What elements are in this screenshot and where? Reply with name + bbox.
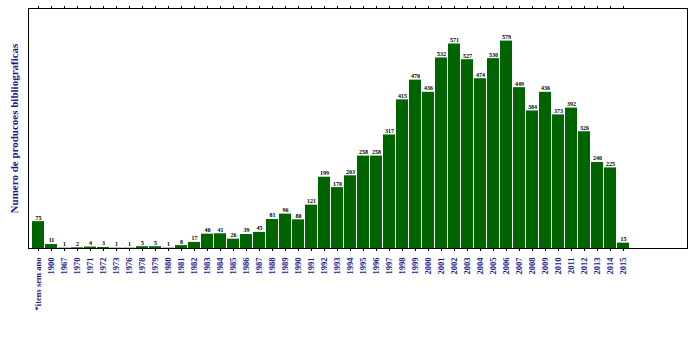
svg-text:75: 75 (36, 215, 42, 221)
svg-text:436: 436 (541, 85, 550, 91)
svg-text:41: 41 (218, 227, 224, 233)
svg-text:2000: 2000 (423, 258, 433, 275)
svg-text:1993: 1993 (332, 258, 342, 275)
svg-text:1: 1 (115, 241, 118, 247)
svg-text:449: 449 (515, 81, 524, 87)
svg-text:2007: 2007 (514, 257, 524, 275)
svg-text:2013: 2013 (592, 258, 602, 275)
svg-text:Numero de producoes bibliograf: Numero de producoes bibliograficas (8, 43, 20, 214)
svg-text:1988: 1988 (267, 258, 277, 275)
svg-text:1982: 1982 (189, 258, 199, 275)
svg-text:1972: 1972 (98, 258, 108, 275)
svg-text:1: 1 (128, 241, 131, 247)
svg-text:1986: 1986 (241, 258, 251, 275)
svg-text:1994: 1994 (345, 257, 355, 275)
svg-text:2008: 2008 (527, 258, 537, 275)
svg-text:415: 415 (398, 93, 407, 99)
svg-text:2001: 2001 (436, 258, 446, 275)
svg-text:5: 5 (154, 240, 157, 246)
svg-text:1973: 1973 (111, 258, 121, 275)
svg-text:2004: 2004 (475, 257, 485, 275)
svg-text:384: 384 (528, 104, 537, 110)
svg-text:2005: 2005 (488, 258, 498, 275)
svg-text:2015: 2015 (618, 258, 628, 275)
svg-text:81: 81 (270, 212, 276, 218)
svg-text:5: 5 (141, 240, 144, 246)
svg-text:45: 45 (257, 225, 263, 231)
svg-text:579: 579 (502, 34, 511, 40)
svg-text:40: 40 (205, 227, 211, 233)
svg-text:*itens sem ano: *itens sem ano (33, 258, 43, 311)
svg-text:1996: 1996 (371, 258, 381, 275)
svg-text:373: 373 (554, 108, 563, 114)
svg-text:1970: 1970 (72, 258, 82, 275)
svg-text:530: 530 (489, 52, 498, 58)
svg-text:2011: 2011 (566, 258, 576, 275)
svg-text:2014: 2014 (605, 257, 615, 275)
svg-text:80: 80 (296, 213, 302, 219)
svg-text:1997: 1997 (384, 257, 394, 275)
svg-text:1978: 1978 (137, 258, 147, 275)
svg-text:15: 15 (621, 236, 627, 242)
svg-text:532: 532 (437, 51, 446, 57)
svg-text:571: 571 (450, 37, 459, 43)
svg-text:8: 8 (180, 239, 183, 245)
svg-text:1: 1 (63, 241, 66, 247)
svg-text:170: 170 (333, 181, 342, 187)
svg-text:39: 39 (244, 227, 250, 233)
svg-text:26: 26 (231, 232, 237, 238)
svg-text:1900: 1900 (46, 258, 56, 275)
svg-text:1976: 1976 (124, 258, 134, 275)
svg-text:1991: 1991 (306, 258, 316, 275)
svg-text:4: 4 (89, 240, 92, 246)
svg-text:1971: 1971 (85, 258, 95, 275)
svg-text:1992: 1992 (319, 258, 329, 275)
svg-text:1989: 1989 (280, 258, 290, 275)
svg-text:470: 470 (411, 73, 420, 79)
svg-text:1998: 1998 (397, 258, 407, 275)
svg-text:1990: 1990 (293, 258, 303, 275)
svg-text:1985: 1985 (228, 258, 238, 275)
svg-text:317: 317 (385, 128, 394, 134)
svg-text:258: 258 (372, 149, 381, 155)
svg-text:1995: 1995 (358, 258, 368, 275)
svg-text:2012: 2012 (579, 258, 589, 275)
svg-text:326: 326 (580, 125, 589, 131)
svg-text:3: 3 (102, 240, 105, 246)
svg-text:2009: 2009 (540, 258, 550, 275)
svg-text:1979: 1979 (150, 258, 160, 275)
svg-text:17: 17 (192, 235, 198, 241)
svg-text:2006: 2006 (501, 258, 511, 275)
svg-text:1984: 1984 (215, 257, 225, 275)
svg-text:1999: 1999 (410, 258, 420, 275)
svg-text:1981: 1981 (176, 258, 186, 275)
svg-text:527: 527 (463, 53, 472, 59)
svg-text:1: 1 (167, 241, 170, 247)
svg-text:2002: 2002 (449, 258, 459, 275)
svg-text:1967: 1967 (59, 257, 69, 275)
svg-text:225: 225 (606, 161, 615, 167)
svg-text:436: 436 (424, 85, 433, 91)
svg-text:392: 392 (567, 101, 576, 107)
svg-text:258: 258 (359, 149, 368, 155)
svg-text:11: 11 (49, 237, 55, 243)
svg-text:1987: 1987 (254, 257, 264, 275)
svg-text:121: 121 (307, 198, 316, 204)
svg-text:1980: 1980 (163, 258, 173, 275)
svg-text:474: 474 (476, 72, 485, 78)
svg-text:1983: 1983 (202, 258, 212, 275)
svg-text:96: 96 (283, 207, 289, 213)
svg-text:2010: 2010 (553, 258, 563, 275)
svg-text:2003: 2003 (462, 258, 472, 275)
svg-text:203: 203 (346, 169, 355, 175)
svg-text:2: 2 (76, 241, 79, 247)
svg-text:240: 240 (593, 155, 602, 161)
svg-text:199: 199 (320, 170, 329, 176)
